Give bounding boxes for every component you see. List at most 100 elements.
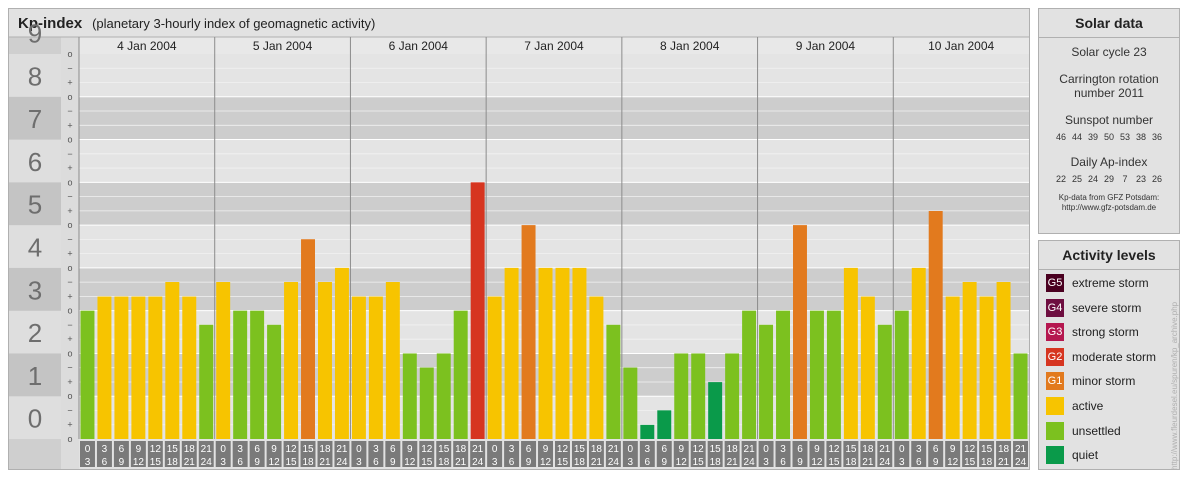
- interval-start-label: 21: [336, 444, 348, 455]
- interval-end-label: 21: [184, 457, 196, 468]
- interval-start-label: 21: [201, 444, 213, 455]
- ap-value: 25: [1069, 174, 1085, 184]
- sunspot-values: 46 44 39 50 53 38 36: [1039, 132, 1179, 142]
- solar-data-panel: Solar data Solar cycle 23 Carrington rot…: [1038, 8, 1180, 234]
- activity-level-label: extreme storm: [1072, 276, 1149, 290]
- interval-start-label: 15: [845, 444, 857, 455]
- kp-bar: [488, 297, 502, 439]
- sub-tick-label: +: [67, 206, 72, 216]
- interval-start-label: 21: [1015, 444, 1027, 455]
- interval-end-label: 21: [998, 457, 1010, 468]
- kp-bar: [165, 282, 179, 439]
- activity-level-label: strong storm: [1072, 325, 1139, 339]
- interval-end-label: 12: [133, 457, 145, 468]
- interval-start-label: 18: [591, 444, 603, 455]
- y-band: [79, 97, 1029, 140]
- y-tick-label: 3: [28, 275, 42, 305]
- interval-start-label: 12: [421, 444, 433, 455]
- interval-start-label: 3: [373, 444, 379, 455]
- sub-tick-label: +: [67, 377, 72, 387]
- solar-data-heading: Solar data: [1039, 9, 1179, 38]
- interval-end-label: 15: [964, 457, 976, 468]
- kp-bar: [691, 353, 705, 439]
- interval-end-label: 12: [676, 457, 688, 468]
- interval-end-label: 3: [763, 457, 769, 468]
- interval-start-label: 18: [727, 444, 739, 455]
- activity-level-label: quiet: [1072, 448, 1098, 462]
- y-band: [79, 140, 1029, 183]
- sub-tick-label: −: [67, 363, 72, 373]
- interval-start-label: 9: [678, 444, 684, 455]
- kp-bar: [946, 297, 960, 439]
- interval-end-label: 18: [981, 457, 993, 468]
- ap-value: 22: [1053, 174, 1069, 184]
- activity-levels-heading: Activity levels: [1039, 241, 1179, 270]
- kp-bar: [318, 282, 332, 439]
- kp-bar: [267, 325, 281, 439]
- activity-level-label: moderate storm: [1072, 350, 1156, 364]
- kp-bar: [929, 211, 943, 439]
- kp-bar: [199, 325, 213, 439]
- carrington-line1: Carrington rotation: [1039, 72, 1179, 86]
- interval-end-label: 12: [811, 457, 823, 468]
- interval-end-label: 21: [727, 457, 739, 468]
- interval-end-label: 15: [557, 457, 569, 468]
- interval-start-label: 12: [557, 444, 569, 455]
- sub-tick-label: o: [67, 220, 72, 230]
- activity-level-item: quiet: [1046, 446, 1178, 466]
- kp-bar: [97, 297, 111, 439]
- kp-bar: [471, 182, 485, 439]
- kp-bar: [556, 268, 570, 439]
- sub-tick-label: +: [67, 420, 72, 430]
- sub-tick-label: o: [67, 177, 72, 187]
- kp-bar: [708, 382, 722, 439]
- interval-end-label: 21: [455, 457, 467, 468]
- y-tick-label: 6: [28, 147, 42, 177]
- kp-bar: [674, 353, 688, 439]
- sub-tick-label: +: [67, 163, 72, 173]
- y-band: [79, 225, 1029, 268]
- activity-level-swatch: G4: [1046, 299, 1064, 317]
- kp-bar: [844, 268, 858, 439]
- credit-line1: Kp-data from GFZ Potsdam:: [1039, 193, 1179, 203]
- interval-end-label: 24: [879, 457, 891, 468]
- interval-start-label: 18: [998, 444, 1010, 455]
- interval-end-label: 6: [645, 457, 651, 468]
- activity-level-swatch: [1046, 446, 1064, 464]
- interval-end-label: 3: [899, 457, 905, 468]
- kp-bar: [386, 282, 400, 439]
- interval-end-label: 9: [661, 457, 667, 468]
- kp-bar: [352, 297, 366, 439]
- kp-bar: [539, 268, 553, 439]
- kp-bar: [657, 410, 671, 439]
- ap-values: 22 25 24 29 7 23 26: [1039, 174, 1179, 184]
- interval-end-label: 6: [916, 457, 922, 468]
- kp-bar: [505, 268, 519, 439]
- day-label: 4 Jan 2004: [117, 39, 177, 53]
- kp-bar: [776, 311, 790, 439]
- interval-start-label: 18: [455, 444, 467, 455]
- kp-bar: [980, 297, 994, 439]
- interval-end-label: 3: [356, 457, 362, 468]
- interval-end-label: 3: [628, 457, 634, 468]
- interval-start-label: 15: [574, 444, 586, 455]
- interval-end-label: 9: [254, 457, 260, 468]
- activity-level-label: active: [1072, 399, 1103, 413]
- kp-bar: [759, 325, 773, 439]
- sub-tick-label: +: [67, 249, 72, 259]
- kp-bar: [793, 225, 807, 439]
- carrington-line2: number 2011: [1039, 86, 1179, 100]
- y-band: [79, 54, 1029, 97]
- interval-end-label: 18: [710, 457, 722, 468]
- interval-end-label: 15: [285, 457, 297, 468]
- interval-end-label: 6: [102, 457, 108, 468]
- y-tick-label: 0: [28, 404, 42, 434]
- y-tick-label: 7: [28, 104, 42, 134]
- kp-bar: [284, 282, 298, 439]
- kp-bar: [148, 297, 162, 439]
- interval-start-label: 0: [85, 444, 91, 455]
- sub-tick-label: −: [67, 234, 72, 244]
- interval-end-label: 12: [404, 457, 416, 468]
- y-tick-label: 5: [28, 190, 42, 220]
- interval-start-label: 9: [407, 444, 413, 455]
